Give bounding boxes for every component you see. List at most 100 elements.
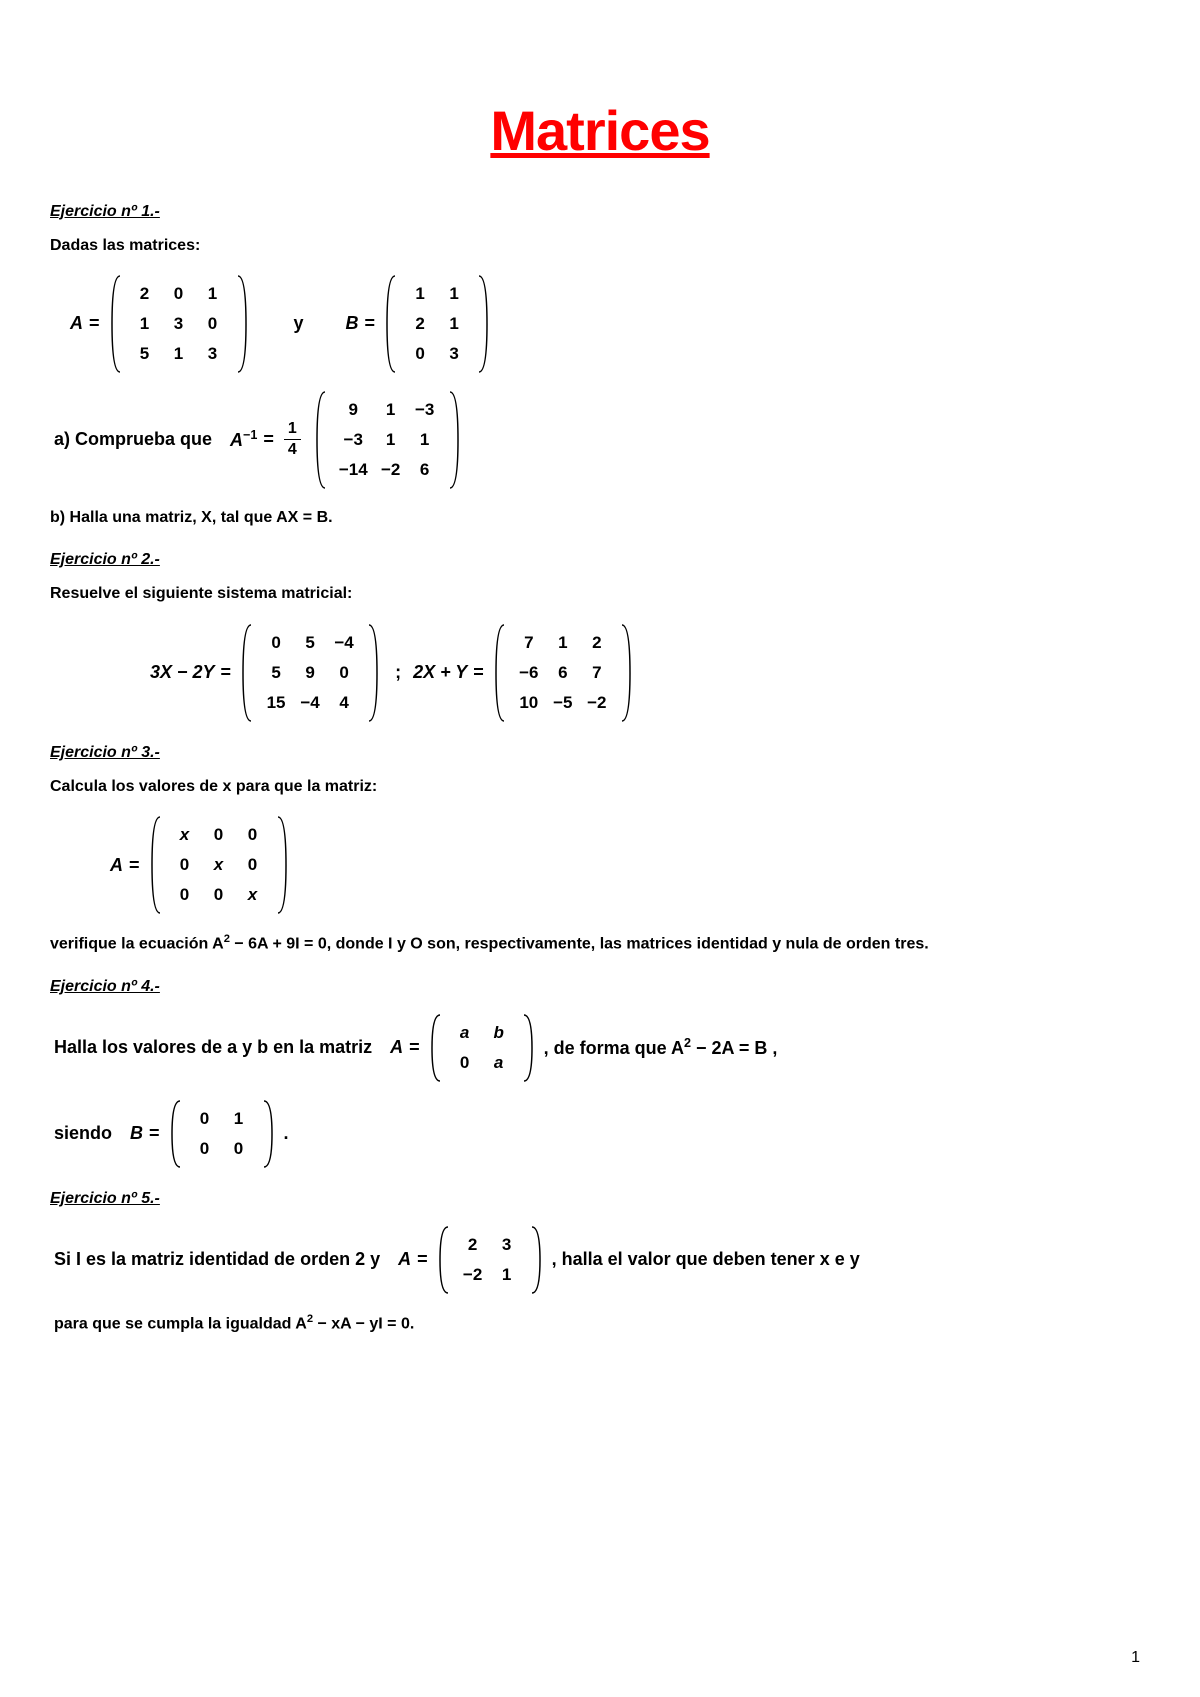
matrix-cell: 2 bbox=[456, 1231, 490, 1259]
ex2-system: 3X − 2Y = 05−459015−44 ; 2X + Y = 712−66… bbox=[150, 624, 1150, 722]
matrix-cell: 0 bbox=[202, 821, 236, 849]
matrix-cell: a bbox=[482, 1049, 516, 1077]
eq-sign: = bbox=[149, 1123, 160, 1144]
ex3-intro: Calcula los valores de x para que la mat… bbox=[50, 776, 1150, 798]
matrix-cell: 1 bbox=[408, 426, 442, 454]
eq-sign: = bbox=[221, 662, 232, 683]
ex1-matrices-def: A = 201130513 y B = 112103 bbox=[70, 275, 1150, 373]
matrix-cell: x bbox=[236, 881, 270, 909]
matrix-cell: 3 bbox=[437, 340, 471, 368]
matrix-cell: 1 bbox=[403, 280, 437, 308]
matrix-cell: −2 bbox=[374, 456, 408, 484]
matrix-cell: 6 bbox=[546, 659, 580, 687]
matrix-cell: 2 bbox=[580, 629, 614, 657]
eq-sign: = bbox=[473, 662, 484, 683]
ex3-heading: Ejercicio nº 3.- bbox=[50, 744, 1150, 762]
matrix-cell: 6 bbox=[408, 456, 442, 484]
ex1-Ainv-label: A−1 bbox=[230, 428, 257, 451]
matrix-cell: 0 bbox=[259, 629, 293, 657]
ex1-A-label: A bbox=[70, 313, 83, 334]
matrix-cell: 0 bbox=[327, 659, 361, 687]
ex4-A-label: A bbox=[390, 1037, 403, 1058]
matrix-cell: 0 bbox=[188, 1135, 222, 1163]
matrix-cell: 0 bbox=[168, 881, 202, 909]
ex4-heading: Ejercicio nº 4.- bbox=[50, 978, 1150, 996]
matrix-cell: 3 bbox=[490, 1231, 524, 1259]
matrix-cell: x bbox=[202, 851, 236, 879]
ex4-mid: , de forma que A2 − 2A = B , bbox=[544, 1036, 778, 1059]
matrix-cell: 0 bbox=[236, 851, 270, 879]
matrix-cell: 0 bbox=[168, 851, 202, 879]
matrix-cell: 1 bbox=[222, 1105, 256, 1133]
eq-sign: = bbox=[417, 1249, 428, 1270]
ex1-part-a: a) Comprueba que A−1 = 1 4 91−3−311−14−2… bbox=[54, 391, 1150, 489]
matrix-cell: 0 bbox=[222, 1135, 256, 1163]
ex4-siendo: siendo bbox=[54, 1123, 112, 1144]
ex5-A-label: A bbox=[398, 1249, 411, 1270]
matrix-cell: 1 bbox=[374, 426, 408, 454]
matrix-cell: 1 bbox=[196, 280, 230, 308]
matrix-cell: 15 bbox=[259, 689, 293, 717]
matrix-cell: −6 bbox=[512, 659, 546, 687]
matrix-cell: 9 bbox=[336, 396, 370, 424]
matrix-cell: 7 bbox=[512, 629, 546, 657]
matrix-cell: x bbox=[168, 821, 202, 849]
matrix-cell: 3 bbox=[162, 310, 196, 338]
matrix-cell: 0 bbox=[196, 310, 230, 338]
matrix-cell: 0 bbox=[202, 881, 236, 909]
matrix-cell: 1 bbox=[437, 280, 471, 308]
matrix-cell: −5 bbox=[546, 689, 580, 717]
matrix-cell: 1 bbox=[546, 629, 580, 657]
ex4-matrix-B: 0100 bbox=[170, 1100, 274, 1168]
ex1-matrix-A: 201130513 bbox=[110, 275, 248, 373]
ex1-matrix-B: 112103 bbox=[385, 275, 489, 373]
matrix-cell: 9 bbox=[293, 659, 327, 687]
ex2-heading: Ejercicio nº 2.- bbox=[50, 551, 1150, 569]
ex1-y-conj: y bbox=[294, 313, 304, 334]
ex1-a-prefix: a) Comprueba que bbox=[54, 429, 212, 450]
matrix-cell: 1 bbox=[437, 310, 471, 338]
eq-sign: = bbox=[409, 1037, 420, 1058]
eq-sign: = bbox=[89, 313, 100, 334]
page-title: Matrices bbox=[50, 98, 1150, 163]
matrix-cell: −2 bbox=[456, 1261, 490, 1289]
ex3-matrix-def: A = x000x000x bbox=[110, 816, 1150, 914]
ex3-A-label: A bbox=[110, 855, 123, 876]
ex5-pre: Si I es la matriz identidad de orden 2 y bbox=[54, 1249, 380, 1270]
matrix-cell: 7 bbox=[580, 659, 614, 687]
matrix-cell: 10 bbox=[512, 689, 546, 717]
ex1-matrix-Ainv: 91−3−311−14−26 bbox=[315, 391, 460, 489]
ex5-heading: Ejercicio nº 5.- bbox=[50, 1190, 1150, 1208]
eq-sign: = bbox=[365, 313, 376, 334]
ex4-line1: Halla los valores de a y b en la matriz … bbox=[54, 1014, 1150, 1082]
ex1-intro: Dadas las matrices: bbox=[50, 235, 1150, 257]
ex5-line1: Si I es la matriz identidad de orden 2 y… bbox=[54, 1226, 1150, 1294]
matrix-cell: 5 bbox=[128, 340, 162, 368]
matrix-cell: 3 bbox=[196, 340, 230, 368]
matrix-cell: −4 bbox=[293, 689, 327, 717]
ex5-line2: para que se cumpla la igualdad A2 − xA −… bbox=[54, 1312, 1150, 1336]
ex4-line2: siendo B = 0100 . bbox=[54, 1100, 1150, 1168]
matrix-cell: a bbox=[448, 1019, 482, 1047]
matrix-cell: 2 bbox=[128, 280, 162, 308]
ex1-frac: 1 4 bbox=[284, 421, 301, 458]
ex4-dot: . bbox=[284, 1123, 289, 1144]
matrix-cell: 0 bbox=[403, 340, 437, 368]
ex3-post: verifique la ecuación A2 − 6A + 9I = 0, … bbox=[50, 932, 1150, 956]
matrix-cell: −14 bbox=[333, 456, 374, 484]
matrix-cell: 5 bbox=[259, 659, 293, 687]
matrix-cell: −4 bbox=[327, 629, 361, 657]
matrix-cell: 1 bbox=[128, 310, 162, 338]
ex3-matrix-A: x000x000x bbox=[150, 816, 288, 914]
ex5-post: , halla el valor que deben tener x e y bbox=[552, 1249, 860, 1270]
ex4-matrix-A: ab0a bbox=[430, 1014, 534, 1082]
ex2-matrix-1: 05−459015−44 bbox=[241, 624, 379, 722]
ex2-sep: ; bbox=[395, 662, 401, 683]
eq-sign: = bbox=[129, 855, 140, 876]
ex1-B-label: B bbox=[346, 313, 359, 334]
ex1-part-b: b) Halla una matriz, X, tal que AX = B. bbox=[50, 507, 1150, 529]
ex2-intro: Resuelve el siguiente sistema matricial: bbox=[50, 583, 1150, 605]
matrix-cell: b bbox=[482, 1019, 516, 1047]
matrix-cell: 0 bbox=[162, 280, 196, 308]
ex2-matrix-2: 712−66710−5−2 bbox=[494, 624, 632, 722]
